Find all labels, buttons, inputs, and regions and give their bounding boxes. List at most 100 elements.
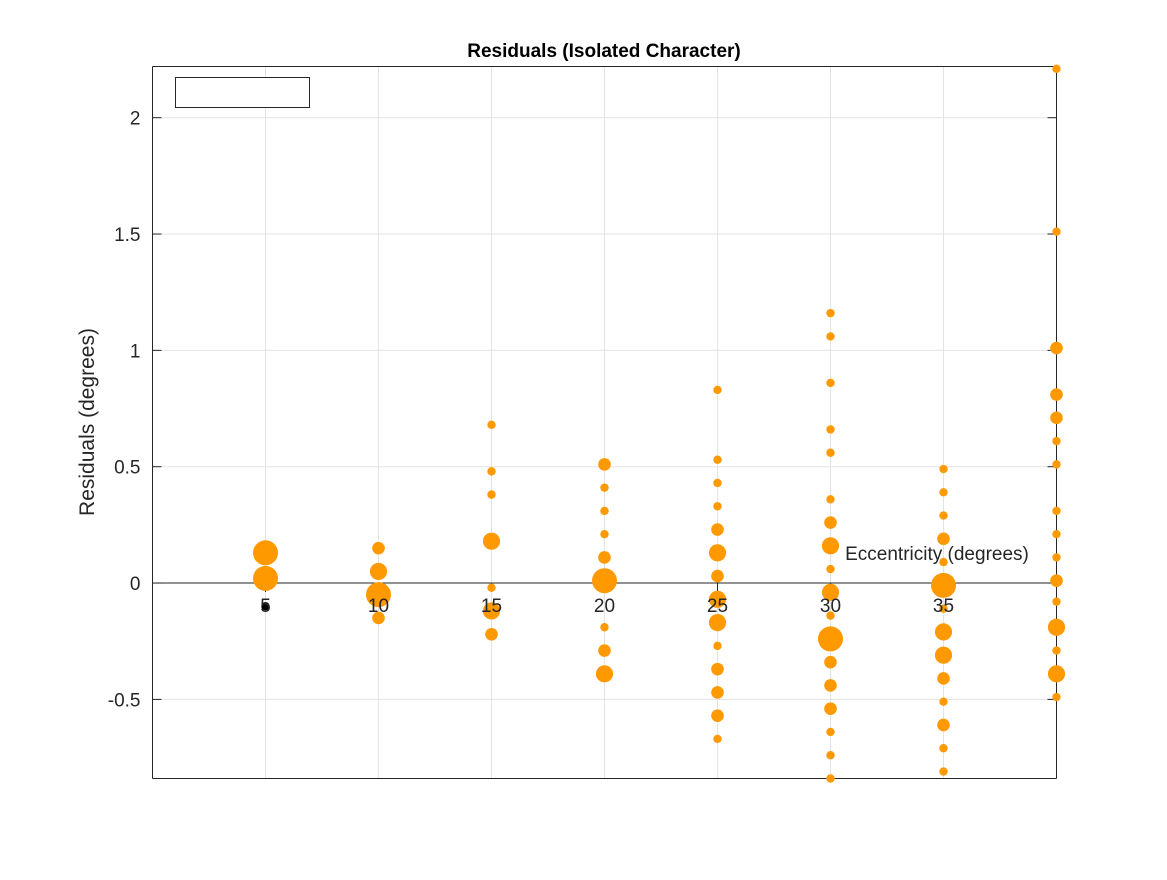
data-point xyxy=(1052,436,1061,446)
data-point xyxy=(1052,597,1061,606)
data-point xyxy=(1052,529,1061,539)
data-point xyxy=(826,332,835,341)
data-point xyxy=(1050,411,1063,425)
data-point xyxy=(482,602,501,620)
data-point xyxy=(1050,388,1063,401)
data-point xyxy=(826,611,835,620)
data-point xyxy=(824,679,837,692)
data-point xyxy=(826,774,835,783)
data-point xyxy=(253,540,278,566)
tick-labels: -0.500.511.525 10 15 20 25 30 35 xyxy=(108,109,954,712)
data-point xyxy=(711,709,724,722)
data-point xyxy=(253,565,278,591)
data-point xyxy=(600,623,609,632)
data-point xyxy=(826,751,835,760)
data-point xyxy=(818,626,843,652)
y-tick-label: 0.5 xyxy=(114,458,140,479)
data-point xyxy=(937,672,950,685)
data-point xyxy=(824,655,837,669)
data-point xyxy=(711,523,724,536)
data-point xyxy=(1050,574,1063,588)
data-point xyxy=(485,627,498,641)
data-point xyxy=(598,644,611,657)
data-point xyxy=(487,490,496,499)
data-point xyxy=(937,532,950,546)
data-point xyxy=(934,623,953,641)
data-point xyxy=(595,665,614,683)
data-point xyxy=(487,420,496,430)
data-point xyxy=(713,502,722,511)
data-point xyxy=(821,537,840,555)
x-tick-label: 25 xyxy=(707,596,728,617)
data-point xyxy=(1052,227,1061,236)
data-point xyxy=(711,569,724,583)
data-point xyxy=(826,425,835,434)
data-point xyxy=(939,697,948,706)
data-point xyxy=(261,602,270,611)
grid-lines xyxy=(152,66,1057,779)
data-point xyxy=(826,495,835,504)
data-point xyxy=(939,744,948,753)
data-point xyxy=(713,455,722,464)
y-axis-label: Residuals (degrees) xyxy=(76,328,99,516)
data-point xyxy=(713,478,722,488)
x-tick-label: 10 xyxy=(368,596,389,617)
y-tick-label: 1 xyxy=(130,341,141,362)
data-point xyxy=(372,541,385,555)
y-tick-label: -0.5 xyxy=(108,690,141,711)
data-point xyxy=(826,564,835,574)
data-point xyxy=(708,614,727,632)
data-point xyxy=(598,551,611,564)
x-axis-label: Eccentricity (degrees) xyxy=(845,544,1029,565)
data-point xyxy=(1052,506,1061,516)
data-point xyxy=(939,511,948,520)
data-point xyxy=(482,532,501,550)
data-point xyxy=(821,583,840,601)
data-point xyxy=(600,529,609,539)
x-tick-label: 15 xyxy=(481,596,502,617)
data-point xyxy=(1052,64,1061,74)
x-tick-label: 5 xyxy=(260,596,271,617)
data-point xyxy=(372,611,385,625)
data-point xyxy=(713,641,722,651)
data-point xyxy=(824,702,837,715)
data-point xyxy=(598,458,611,471)
x-tick-label: 20 xyxy=(594,596,615,617)
data-point xyxy=(600,506,609,516)
data-point xyxy=(713,385,722,395)
data-point xyxy=(826,308,835,318)
data-point xyxy=(937,718,950,732)
data-point xyxy=(1052,646,1061,655)
data-point xyxy=(600,483,609,492)
data-point xyxy=(711,686,724,699)
data-point xyxy=(824,516,837,529)
data-point xyxy=(939,557,948,567)
y-tick-label: 1.5 xyxy=(114,225,140,246)
data-point xyxy=(939,604,948,613)
data-point xyxy=(931,572,956,598)
data-point xyxy=(713,734,722,744)
x-tick-label: 35 xyxy=(933,596,954,617)
data-point xyxy=(939,767,948,776)
data-point xyxy=(1047,618,1066,636)
legend-box xyxy=(175,77,310,108)
data-point xyxy=(939,488,948,497)
data-point xyxy=(592,568,617,594)
chart-title: Residuals (Isolated Character) xyxy=(467,41,740,62)
data-point xyxy=(934,646,953,664)
data-point xyxy=(1052,460,1061,469)
data-point xyxy=(826,448,835,457)
data-point xyxy=(1050,341,1063,355)
data-point xyxy=(1052,692,1061,702)
data-point xyxy=(369,562,388,581)
data-point xyxy=(366,582,391,608)
data-point xyxy=(1047,665,1066,683)
data-point xyxy=(1052,553,1061,562)
data-point xyxy=(939,464,948,474)
data-point xyxy=(826,378,835,388)
x-tick-label: 30 xyxy=(820,596,841,617)
data-point xyxy=(487,467,496,476)
